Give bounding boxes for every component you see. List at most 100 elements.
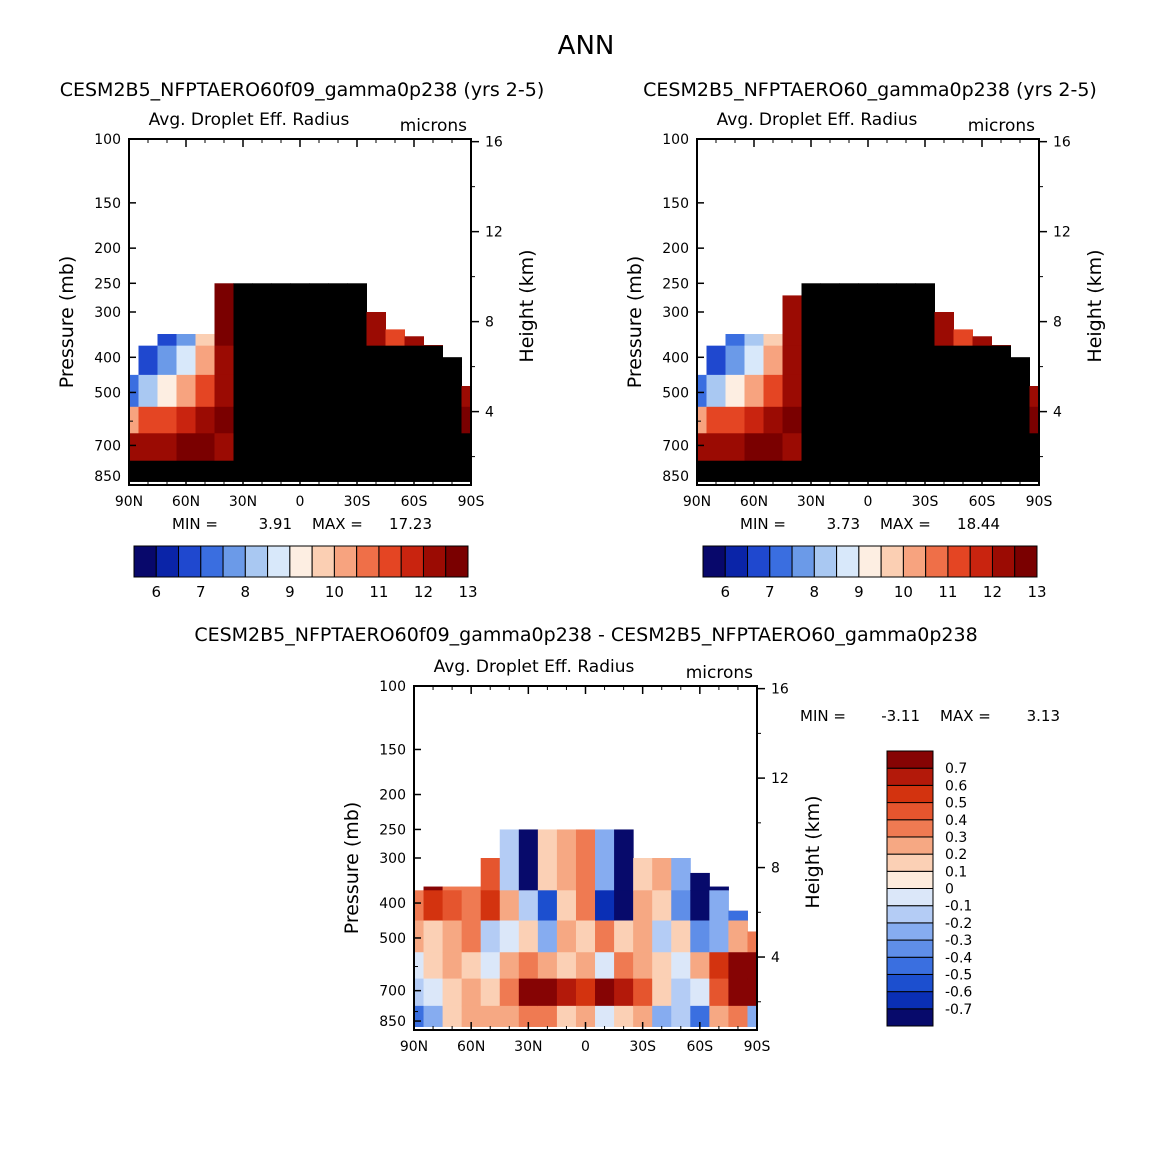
data-cell	[461, 460, 472, 482]
data-cell	[858, 345, 878, 376]
data-cell	[290, 345, 310, 376]
data-cell	[934, 460, 954, 482]
data-cell	[991, 406, 1011, 434]
data-cell	[157, 334, 177, 347]
data-cell	[480, 978, 501, 1007]
data-cell	[385, 374, 405, 408]
data-cell	[309, 460, 329, 482]
data-cell	[782, 345, 802, 376]
data-cell	[461, 890, 482, 922]
data-cell	[801, 283, 821, 347]
data-cell	[801, 374, 821, 408]
data-cell	[633, 858, 653, 891]
data-cell	[499, 1005, 520, 1027]
data-cell	[671, 978, 691, 1007]
y-axis-title: Pressure (mb)	[624, 256, 646, 389]
colorbar-label: -0.7	[945, 1002, 972, 1018]
height-tick-label: 12	[485, 225, 503, 241]
colorbar-swatch	[886, 991, 934, 1010]
min-value: -3.11	[881, 707, 920, 725]
data-cell	[652, 952, 672, 980]
colorbar-swatch	[886, 853, 934, 872]
colorbar-swatch	[445, 545, 469, 578]
data-cell	[575, 1005, 596, 1027]
data-cell	[129, 460, 139, 482]
data-cell	[953, 406, 973, 434]
height-tick-label: 8	[771, 861, 780, 877]
data-cell	[414, 978, 425, 1007]
colorbar: 6 7 8 9 10 11 12 13	[133, 545, 478, 601]
data-cell	[858, 460, 878, 482]
data-cell	[309, 406, 329, 434]
data-cell	[404, 336, 424, 347]
panel-right: CESM2B5_NFPTAERO60_gamma0p238 (yrs 2-5) A…	[624, 79, 1106, 601]
data-cell	[1010, 374, 1030, 408]
data-cell	[972, 374, 992, 408]
data-cell	[138, 345, 158, 376]
pressure-tick-label: 700	[379, 984, 406, 1000]
data-cell	[518, 829, 539, 891]
height-tick-label: 4	[771, 950, 780, 966]
data-cell	[801, 460, 821, 482]
data-cell	[461, 886, 482, 891]
data-cell	[725, 345, 745, 376]
data-cell	[991, 345, 1011, 347]
colorbar-swatch	[813, 545, 838, 578]
data-cell	[499, 978, 520, 1007]
height-tick-label: 16	[1053, 135, 1071, 151]
data-cell	[706, 406, 726, 434]
data-cell	[896, 283, 916, 347]
data-cell	[271, 460, 291, 482]
colorbar-label: 6	[720, 583, 730, 601]
pressure-tick-label: 400	[379, 896, 406, 912]
pressure-tick-label: 500	[94, 385, 121, 401]
data-cell	[366, 312, 386, 347]
data-cell	[290, 433, 310, 462]
data-cell	[614, 890, 634, 922]
variable-label: Avg. Droplet Eff. Radius	[717, 110, 918, 130]
data-cell	[442, 460, 462, 482]
data-cell	[233, 406, 253, 434]
data-cell	[633, 952, 653, 980]
pressure-tick-label: 100	[94, 132, 121, 148]
data-cell	[725, 334, 745, 347]
colorbar-label: 0.4	[945, 813, 967, 829]
lat-tick-label: 30N	[797, 494, 825, 510]
lat-tick-label: 90S	[744, 1039, 771, 1055]
data-cell	[934, 433, 954, 462]
data-cell	[1029, 406, 1040, 434]
data-cell	[877, 433, 897, 462]
data-cell	[801, 433, 821, 462]
data-cell	[858, 406, 878, 434]
pressure-tick-label: 400	[662, 350, 689, 366]
data-cell	[423, 886, 444, 891]
panel-title: CESM2B5_NFPTAERO60_gamma0p238 (yrs 2-5)	[643, 79, 1097, 101]
data-cell	[709, 1005, 729, 1027]
colorbar-swatch	[858, 545, 882, 578]
data-cell	[763, 460, 783, 482]
data-cell	[972, 460, 992, 482]
colorbar-swatch	[886, 836, 934, 855]
colorbar-swatch	[886, 922, 934, 941]
data-cell	[233, 460, 253, 482]
data-cell	[747, 952, 758, 980]
data-cell	[1029, 433, 1040, 462]
data-cell	[953, 374, 973, 408]
data-cell	[385, 345, 405, 376]
data-cell	[728, 920, 748, 953]
lat-tick-label: 60S	[401, 494, 428, 510]
data-cell	[728, 952, 748, 980]
data-cell	[157, 406, 177, 434]
data-cell	[595, 978, 615, 1007]
lat-tick-label: 60N	[457, 1039, 485, 1055]
data-cell	[858, 283, 878, 347]
colorbar-label: 0.5	[945, 796, 967, 812]
data-cell	[423, 345, 443, 376]
data-cell	[461, 920, 482, 953]
colorbar-swatch	[178, 545, 202, 578]
colorbar-label: 9	[854, 583, 864, 601]
data-cell	[877, 406, 897, 434]
data-cell	[233, 374, 253, 408]
data-cell	[442, 406, 462, 434]
